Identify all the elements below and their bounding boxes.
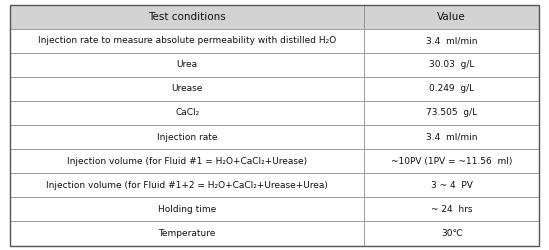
Text: Urea: Urea <box>177 60 198 69</box>
Bar <box>365 173 539 197</box>
Bar <box>365 101 539 125</box>
Text: 3.4  ml/min: 3.4 ml/min <box>426 36 478 45</box>
Text: 0.249  g/L: 0.249 g/L <box>429 84 474 93</box>
Bar <box>10 173 365 197</box>
Bar <box>365 28 539 53</box>
Text: 3.4  ml/min: 3.4 ml/min <box>426 132 478 141</box>
Text: Urease: Urease <box>171 84 203 93</box>
Text: 30.03  g/L: 30.03 g/L <box>429 60 474 69</box>
Bar <box>10 125 365 149</box>
Text: Injection volume (for Fluid #1 = H₂O+CaCl₂+Urease): Injection volume (for Fluid #1 = H₂O+CaC… <box>67 157 307 166</box>
Text: Value: Value <box>438 12 466 22</box>
Bar <box>365 4 539 28</box>
Bar <box>365 222 539 246</box>
Bar <box>10 4 365 28</box>
Bar <box>365 149 539 173</box>
Text: Test conditions: Test conditions <box>148 12 226 22</box>
Text: 30℃: 30℃ <box>441 229 463 238</box>
Text: Holding time: Holding time <box>158 205 216 214</box>
Bar <box>365 125 539 149</box>
Text: Injection rate: Injection rate <box>157 132 217 141</box>
Bar <box>10 197 365 222</box>
Bar <box>10 53 365 77</box>
Bar <box>365 53 539 77</box>
Text: Temperature: Temperature <box>159 229 216 238</box>
Bar <box>10 149 365 173</box>
Text: 73.505  g/L: 73.505 g/L <box>426 108 478 118</box>
Text: Injection rate to measure absolute permeability with distilled H₂O: Injection rate to measure absolute perme… <box>38 36 337 45</box>
Bar <box>10 222 365 246</box>
Bar <box>365 77 539 101</box>
Bar <box>10 101 365 125</box>
Bar <box>10 77 365 101</box>
Text: CaCl₂: CaCl₂ <box>175 108 199 118</box>
Text: ~10PV (1PV = ~11.56  ml): ~10PV (1PV = ~11.56 ml) <box>391 157 512 166</box>
Text: Injection volume (for Fluid #1+2 = H₂O+CaCl₂+Urease+Urea): Injection volume (for Fluid #1+2 = H₂O+C… <box>46 181 328 190</box>
Bar <box>365 197 539 222</box>
Bar <box>10 28 365 53</box>
Text: ~ 24  hrs: ~ 24 hrs <box>431 205 473 214</box>
Text: 3 ~ 4  PV: 3 ~ 4 PV <box>431 181 473 190</box>
